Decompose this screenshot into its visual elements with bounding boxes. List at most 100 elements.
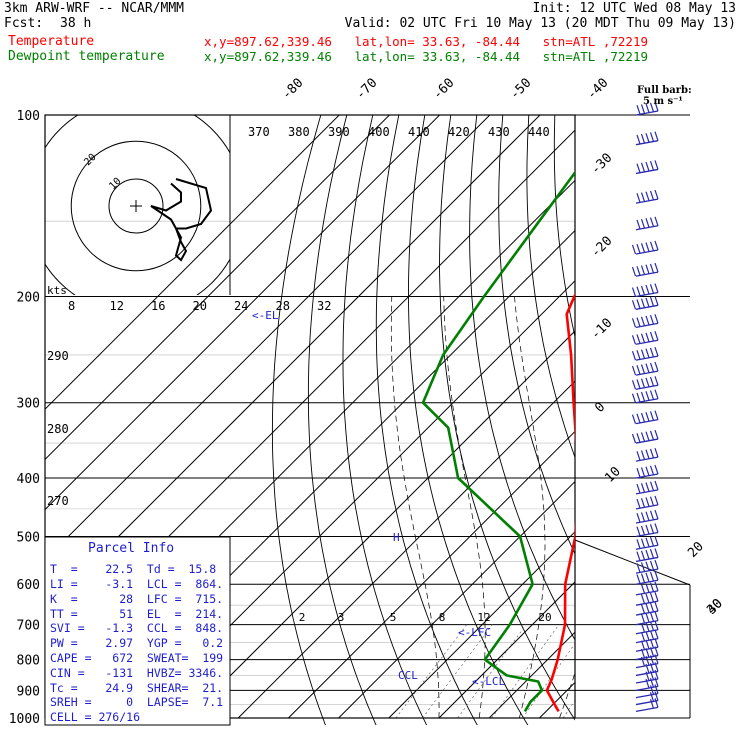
parcel-row: T = 22.5 Td = 15.8 — [50, 562, 216, 576]
dry-adiabat-line — [307, 115, 377, 725]
mixing-ratio-line — [491, 624, 560, 719]
theta-label: 380 — [288, 125, 310, 139]
mixing-ratio-line — [562, 699, 575, 719]
wind-barb — [631, 389, 659, 404]
mixing-ratio-line — [395, 624, 468, 719]
theta-label: 420 — [448, 125, 470, 139]
wind-barb — [631, 361, 659, 376]
pressure-tick-label: 100 — [17, 109, 40, 124]
hodograph-units: kts — [47, 284, 67, 297]
wind-barb — [631, 429, 659, 444]
hodograph-ring — [70, 140, 202, 272]
parcel-info-box: Parcel Info T = 22.5 Td = 15.8 LI = -3.1… — [44, 536, 231, 726]
wind-barb — [631, 240, 659, 255]
wind-barb — [635, 509, 659, 524]
dry-adiabat-line — [271, 115, 326, 725]
mixing-ratio-label: 8 — [439, 611, 446, 624]
kts-axis-label: 8 — [68, 299, 75, 313]
temperature-legend-label: Temperature — [8, 34, 95, 49]
mixing-ratio-label: 3 — [338, 611, 345, 624]
isotherm-line — [590, 115, 740, 718]
temperature-tick-label: -40 — [584, 76, 611, 103]
temperature-tick-label: -50 — [507, 76, 534, 103]
dewpoint-profile-line — [421, 170, 575, 713]
wind-barb — [635, 523, 659, 538]
theta-left-label: 270 — [47, 494, 69, 508]
wind-barb — [631, 296, 659, 310]
parcel-row: CELL = 276/16 — [50, 710, 140, 724]
dry-adiabat-line — [408, 115, 529, 725]
pressure-tick-label: 1000 — [9, 712, 40, 727]
pressure-tick-label: 400 — [17, 472, 40, 487]
isotherm-line — [237, 380, 575, 719]
wind-barb — [631, 262, 659, 277]
moist-adiabat-line — [600, 297, 740, 719]
isotherm-line — [388, 531, 575, 719]
isotherm-line — [137, 280, 575, 719]
dry-adiabat-line — [498, 115, 575, 556]
theta-label: 440 — [528, 125, 550, 139]
forecast-label: Fcst: — [4, 16, 44, 31]
wind-barb — [635, 581, 659, 596]
dry-adiabat-line — [607, 115, 740, 731]
sounding-profiles — [421, 170, 575, 713]
wind-barb — [635, 536, 659, 550]
wind-barb — [635, 591, 659, 606]
temperature-profile-line — [545, 292, 575, 713]
moist-adiabat-line — [514, 296, 546, 719]
pressure-tick-label: 600 — [17, 578, 40, 593]
mixing-ratio-label: 20 — [538, 611, 551, 624]
isotherm-line — [338, 480, 575, 719]
theta-label: 410 — [408, 125, 430, 139]
isotherm-line — [45, 115, 541, 611]
theta-label: 370 — [248, 125, 270, 139]
parcel-row: CAPE = 672 SWEAT= 199 — [50, 651, 223, 665]
isotherm-line — [539, 681, 575, 719]
theta-label: 430 — [488, 125, 510, 139]
parcel-row: Tc = 24.9 SHEAR= 21. — [50, 681, 223, 695]
wind-barb — [631, 410, 659, 425]
dry-adiabat-line — [711, 115, 740, 731]
wind-barb — [631, 283, 659, 298]
pressure-tick-label: 700 — [17, 619, 40, 634]
theta-label: 390 — [328, 125, 350, 139]
wind-barb — [635, 601, 659, 616]
wind-barb — [635, 101, 659, 116]
dry-adiabat-line — [375, 115, 478, 725]
wind-barb — [635, 559, 659, 574]
wind-barb — [635, 447, 659, 462]
pressure-tick-label: 800 — [17, 654, 40, 669]
theta-left-label: 290 — [47, 349, 69, 363]
dry-adiabat-line — [342, 115, 428, 725]
temperature-tick-label: -80 — [279, 76, 306, 103]
wind-barb — [635, 495, 659, 510]
wind-barb — [635, 548, 659, 563]
theta-label: 400 — [368, 125, 390, 139]
barb-panel-edge — [574, 539, 691, 586]
parcel-row: LI = -3.1 LCL = 864. — [50, 577, 223, 591]
parcel-row: CIN = -131 HVBZ= 3346. — [50, 666, 223, 680]
wind-barb — [635, 571, 659, 585]
dewpoint-legend-label: Dewpoint temperature — [8, 49, 165, 64]
wind-legend-title: Full barb: — [637, 85, 692, 96]
pressure-tick-label: 900 — [17, 684, 40, 699]
pressure-tick-label: 500 — [17, 530, 40, 545]
dewpoint-legend-info: x,y=897.62,339.46 lat,lon= 33.63, -84.44… — [204, 49, 649, 64]
pressure-tick-label: 200 — [17, 291, 40, 306]
temperature-tick-label: -60 — [430, 76, 457, 103]
wind-barb — [635, 646, 659, 661]
wind-barb — [635, 684, 659, 699]
parcel-row: SVI = -1.3 CCL = 848. — [50, 621, 223, 635]
hodograph-trace — [150, 178, 213, 262]
wind-barb — [631, 346, 659, 361]
mixing-ratio-label: 12 — [477, 611, 490, 624]
kts-axis-label: 28 — [276, 299, 290, 313]
kts-axis-label: 20 — [193, 299, 207, 313]
isotherm-line — [45, 115, 390, 461]
temperature-tick-label: -10 — [588, 316, 615, 343]
valid-time: Valid: 02 UTC Fri 10 May 13 (20 MDT Thu … — [344, 16, 736, 31]
temperature-tick-label: -70 — [353, 76, 380, 103]
theta-left-label: 280 — [47, 422, 69, 436]
wind-barb — [635, 189, 659, 204]
parcel-row: PW = 2.97 YGP = 0.2 — [50, 636, 223, 650]
